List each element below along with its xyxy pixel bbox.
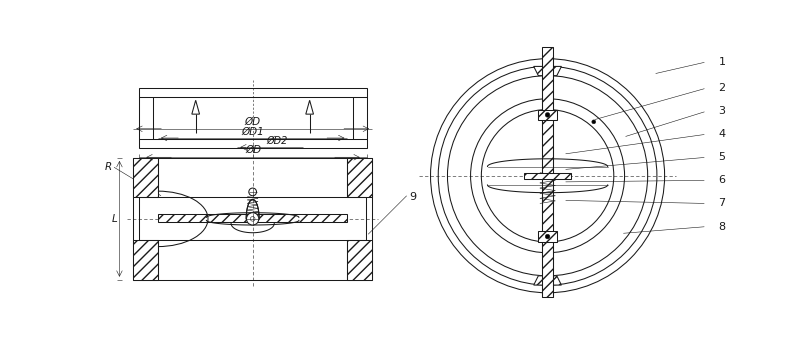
Text: ØD2: ØD2: [266, 136, 287, 146]
Text: 7: 7: [718, 198, 725, 208]
Bar: [347, 158, 372, 197]
Bar: [524, 173, 570, 179]
Text: 2: 2: [718, 83, 725, 93]
Bar: [133, 240, 157, 280]
Text: 6: 6: [718, 175, 724, 185]
Text: 1: 1: [718, 57, 724, 67]
Text: R: R: [104, 162, 112, 172]
Circle shape: [248, 188, 256, 196]
Bar: [538, 231, 556, 242]
Polygon shape: [533, 66, 560, 76]
Text: ØD: ØD: [244, 117, 260, 127]
Text: ØD1: ØD1: [241, 126, 263, 136]
Bar: [347, 240, 372, 280]
Circle shape: [544, 113, 549, 117]
Text: 5: 5: [718, 152, 724, 162]
Polygon shape: [533, 276, 560, 285]
Text: 4: 4: [718, 129, 725, 139]
Polygon shape: [192, 100, 199, 114]
Bar: [538, 110, 556, 120]
Text: ØD: ØD: [245, 145, 261, 155]
Polygon shape: [305, 100, 313, 114]
Bar: [157, 214, 347, 222]
Text: L: L: [112, 214, 117, 224]
Text: 3: 3: [718, 106, 724, 116]
Circle shape: [591, 120, 595, 124]
Bar: [139, 88, 366, 148]
Bar: [133, 158, 157, 197]
Text: 8: 8: [718, 222, 725, 231]
Bar: [541, 47, 552, 296]
Circle shape: [247, 213, 259, 225]
Circle shape: [544, 234, 549, 239]
Text: 9: 9: [409, 191, 416, 201]
